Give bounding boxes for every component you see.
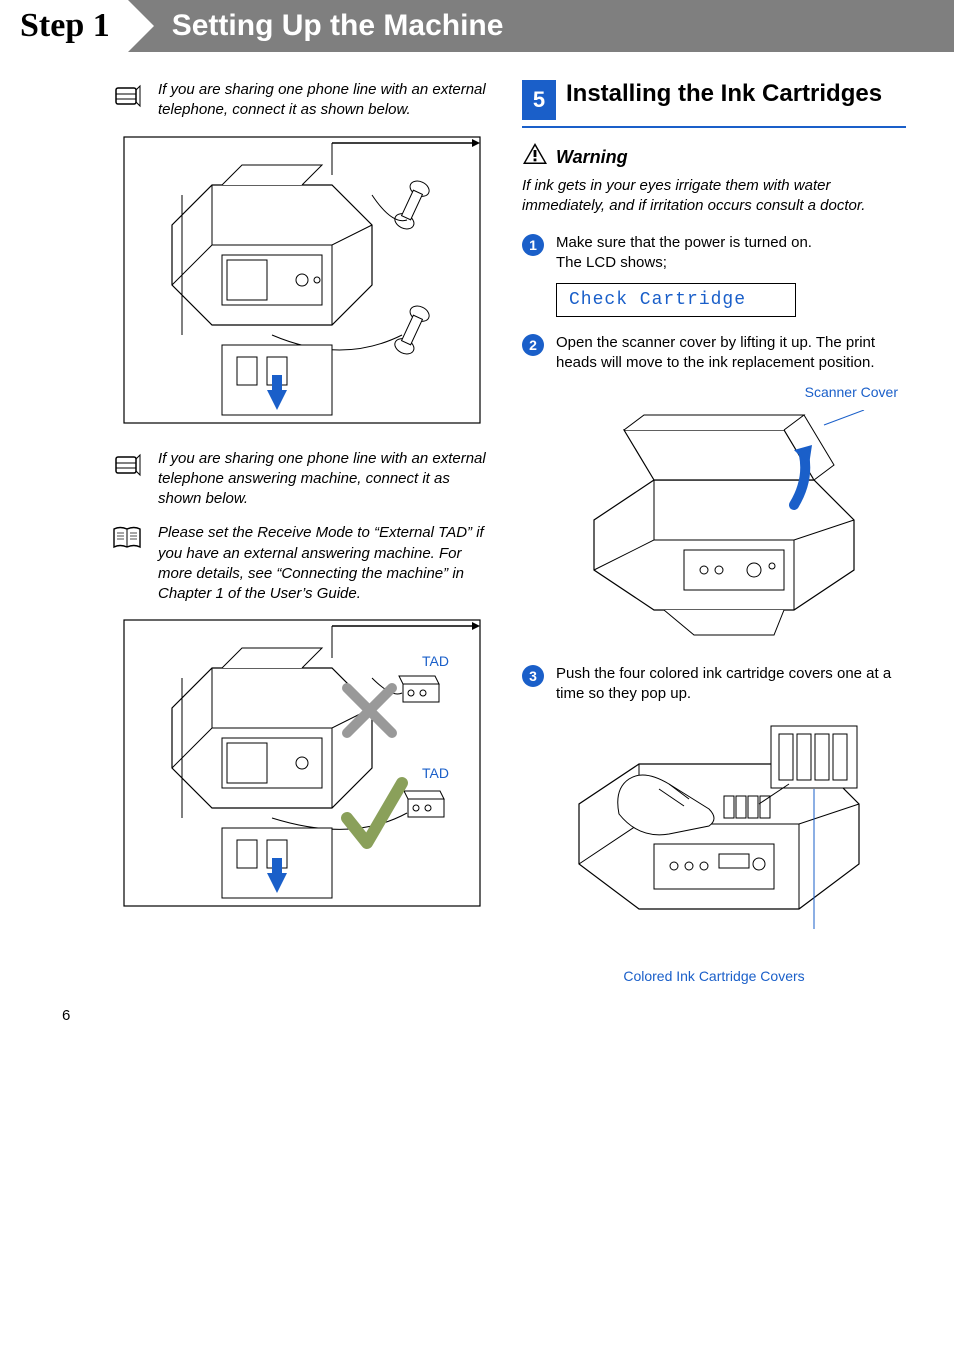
note-receive-mode: Please set the Receive Mode to “External… [110, 523, 494, 604]
tad-label-top: TAD [422, 653, 449, 669]
header-arrow [128, 0, 168, 52]
warning-icon [522, 142, 548, 172]
diagram-scanner-cover [522, 410, 906, 640]
note-answering-machine: If you are sharing one phone line with a… [110, 449, 494, 510]
step-3-text: Push the four colored ink cartridge cove… [556, 664, 906, 705]
left-column: If you are sharing one phone line with a… [110, 80, 494, 984]
note-icon [110, 449, 144, 510]
step-2: 2 Open the scanner cover by lifting it u… [522, 333, 906, 374]
note-text-2: If you are sharing one phone line with a… [158, 449, 494, 510]
step-1-line-b: The LCD shows; [556, 254, 667, 271]
warning-label: Warning [556, 147, 628, 168]
step-bullet-1: 1 [522, 234, 544, 256]
header-title: Setting Up the Machine [168, 0, 954, 52]
warning-text: If ink gets in your eyes irrigate them w… [522, 176, 906, 217]
step-label: Step 1 [0, 0, 128, 52]
scanner-cover-label: Scanner Cover [522, 384, 906, 400]
diagram-tad-connection: TAD TAD [110, 618, 494, 908]
header-bar: Step 1 Setting Up the Machine [0, 0, 954, 52]
step-bullet-3: 3 [522, 665, 544, 687]
step-bullet-2: 2 [522, 334, 544, 356]
page: Step 1 Setting Up the Machine If you are… [0, 0, 954, 1044]
diagram-cartridge-covers [522, 714, 906, 944]
step-1-line-a: Make sure that the power is turned on. [556, 234, 812, 251]
book-icon [110, 523, 144, 604]
tad-label-bottom: TAD [422, 765, 449, 781]
step-1-text: Make sure that the power is turned on. T… [556, 233, 812, 274]
content-columns: If you are sharing one phone line with a… [0, 80, 954, 984]
page-number: 6 [62, 1007, 70, 1024]
cartridge-covers-label: Colored Ink Cartridge Covers [522, 968, 906, 984]
step-2-text: Open the scanner cover by lifting it up.… [556, 333, 906, 374]
note-text-1: If you are sharing one phone line with a… [158, 80, 494, 121]
step-3: 3 Push the four colored ink cartridge co… [522, 664, 906, 705]
section-heading: 5 Installing the Ink Cartridges [522, 80, 906, 128]
step-1: 1 Make sure that the power is turned on.… [522, 233, 906, 274]
note-text-3: Please set the Receive Mode to “External… [158, 523, 494, 604]
right-column: 5 Installing the Ink Cartridges Warning … [522, 80, 906, 984]
section-title: Installing the Ink Cartridges [566, 80, 882, 108]
note-phone-line: If you are sharing one phone line with a… [110, 80, 494, 121]
lcd-display: Check Cartridge [556, 283, 796, 317]
warning-heading: Warning [522, 142, 906, 172]
note-icon [110, 80, 144, 121]
diagram-phone-connection [110, 135, 494, 425]
section-number: 5 [522, 80, 556, 120]
